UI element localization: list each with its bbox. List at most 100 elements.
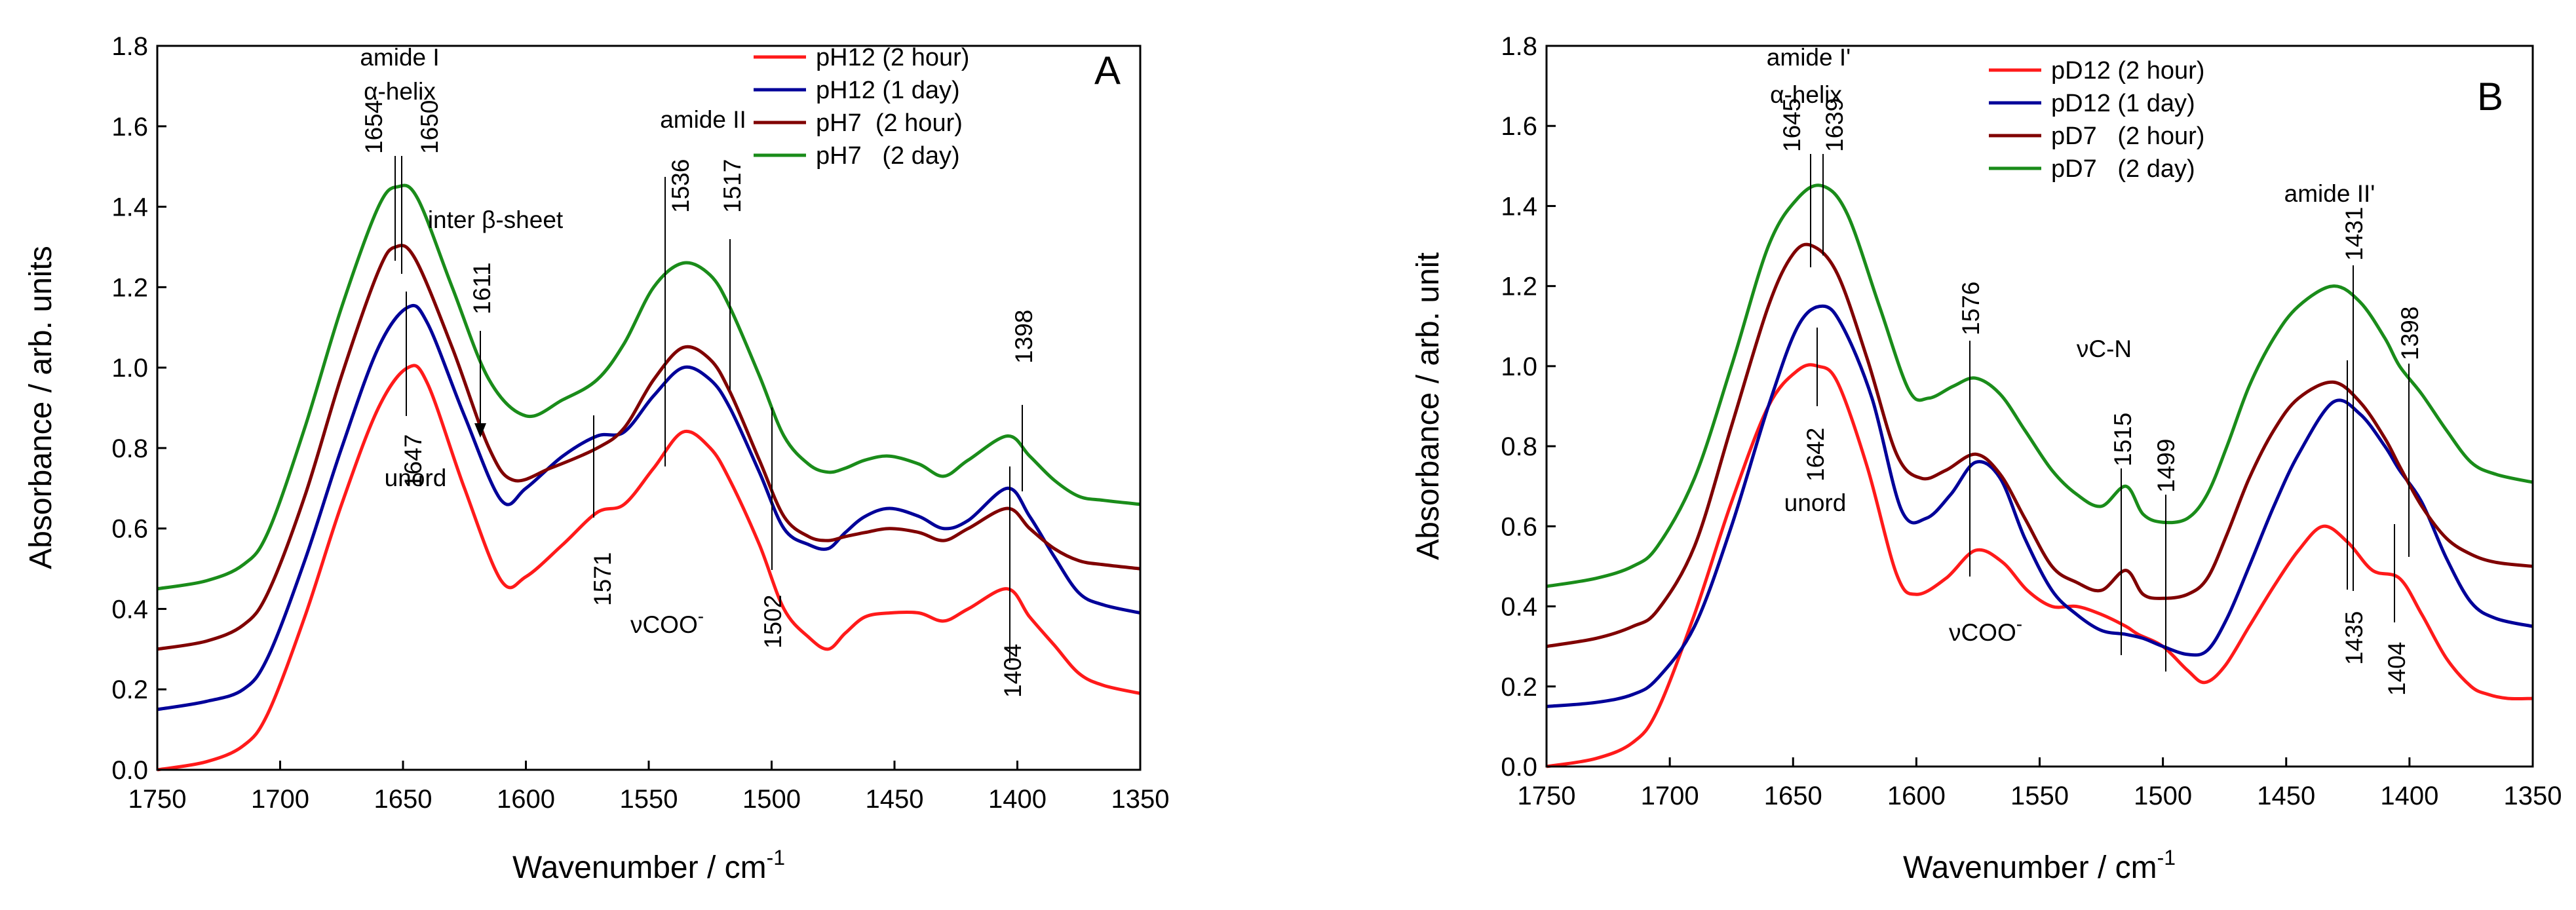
panel-b-x-tick-label: 1550	[2010, 782, 2069, 810]
panel-b-plot-frame	[1545, 45, 2534, 768]
panel-a-y-axis-title: Absorbance / arb. units	[24, 246, 58, 569]
panel-a-vcoo-label: νCOO-	[630, 606, 704, 638]
panel-a-y-tick-label: 0.8	[111, 434, 148, 463]
panel-b-x-tick-label: 1450	[2257, 782, 2315, 810]
panel-b-unord-label: unord	[1784, 489, 1847, 516]
panel-b-legend-label-4: pD7 (2 day)	[2051, 155, 2195, 183]
panel-b-series-line-2	[1546, 304, 2533, 708]
panel-b-legend-label-3: pD7 (2 hour)	[2051, 123, 2204, 150]
panel-b-vcoo-label: νCOO-	[1949, 614, 2022, 646]
panel-b-x-tick-label: 1600	[1887, 782, 1946, 810]
panel-b-x-tick-label: 1350	[2504, 782, 2562, 810]
panel-b-peak-1404: 1404	[2383, 642, 2410, 696]
panel-a-y-tick-label: 0.2	[111, 675, 148, 704]
panel-a-peak-1502: 1502	[759, 595, 786, 649]
panel-b-y-tick-label: 0.2	[1501, 673, 1537, 702]
panel-a-y-tick-label: 0.4	[111, 595, 148, 624]
panel-a-series-line-4	[157, 183, 1141, 591]
panel-a-annotations: amide I α-helix inter β-sheet amide II u…	[360, 44, 1037, 698]
panel-b-amide-i-label: amide I'	[1767, 44, 1851, 71]
panel-a-series-line-3	[157, 244, 1141, 651]
panel-a-y-tick-label: 1.6	[111, 113, 148, 142]
panel-b-y-ticks: 0.0 0.2 0.4 0.6 0.8 1.0 1.2 1.4 1.6 1.8	[1501, 32, 1556, 782]
panel-a-x-tick-label: 1450	[866, 785, 924, 814]
panel-a-plot-frame	[156, 45, 1142, 771]
panel-a-x-ticks: 1750 1700 1650 1600 1550 1500 1450 1400 1350	[128, 761, 1170, 814]
panel-b-series-line-4	[1546, 183, 2533, 588]
panel-b-legend-label-2: pD12 (1 day)	[2051, 90, 2195, 117]
panel-b-x-tick-label: 1400	[2380, 782, 2438, 810]
panel-b-y-tick-label: 0.0	[1501, 753, 1537, 782]
panel-a-series	[157, 183, 1141, 772]
panel-a-peak-1650: 1650	[416, 100, 443, 154]
panel-a-y-tick-label: 1.8	[111, 32, 148, 61]
panel-a-y-ticks: 0.0 0.2 0.4 0.6 0.8 1.0 1.2 1.4 1.6 1.8	[111, 32, 166, 785]
panel-a-x-tick-label: 1600	[497, 785, 555, 814]
panel-a-x-axis-title: Wavenumber / cm-1	[512, 846, 785, 885]
panel-b-x-tick-label: 1750	[1518, 782, 1576, 810]
panel-a-x-tick-label: 1350	[1111, 785, 1170, 814]
panel-b-y-tick-label: 1.6	[1501, 112, 1537, 141]
panel-b-y-tick-label: 0.4	[1501, 593, 1537, 622]
panel-a-alpha-helix-label: α-helix	[364, 78, 436, 105]
panel-a-annotation-lines	[394, 156, 1023, 663]
panel-a-y-tick-label: 0.6	[111, 515, 148, 544]
panel-b-alpha-helix-label: α-helix	[1770, 81, 1842, 108]
panel-a-peak-1611: 1611	[469, 262, 495, 314]
panel-a-x-tick-label: 1750	[128, 785, 187, 814]
panel-a-letter: A	[1094, 48, 1121, 92]
panel-a-arrow-1611	[474, 423, 486, 438]
panel-b-vcn-label: νC-N	[2077, 335, 2132, 362]
panel-b-x-tick-label: 1700	[1641, 782, 1699, 810]
panel-b-amide-ii-label: amide II'	[2284, 180, 2375, 207]
panel-b-annotations: amide I' α-helix amide II' νC-N unord νC…	[1767, 44, 2423, 696]
panel-a-inter-beta-label: inter β-sheet	[428, 206, 564, 233]
panel-b-y-tick-label: 1.2	[1501, 273, 1537, 301]
panel-b-y-tick-label: 0.8	[1501, 432, 1537, 461]
panel-a-x-tick-label: 1500	[742, 785, 801, 814]
panel-a-y-tick-label: 1.2	[111, 273, 148, 302]
panel-a-peak-1404: 1404	[999, 644, 1026, 698]
panel-b-peak-1576: 1576	[1957, 282, 1984, 335]
panel-b-x-axis-title: Wavenumber / cm-1	[1903, 846, 2176, 885]
panel-a-peak-1571: 1571	[589, 552, 616, 606]
panel-b-peak-1515: 1515	[2109, 413, 2136, 466]
panel-a-peak-1647: 1647	[400, 434, 427, 488]
panel-a-legend-label-3: pH7 (2 hour)	[816, 109, 963, 137]
panel-a-legend-label-2: pH12 (1 day)	[816, 77, 960, 104]
panel-a-unord-label: unord	[385, 464, 447, 491]
panel-b-peak-1642: 1642	[1802, 428, 1829, 482]
panel-a-peak-1536: 1536	[667, 159, 694, 213]
panel-a-legend-label-4: pH7 (2 day)	[816, 142, 960, 170]
panel-a-peak-1398: 1398	[1010, 310, 1037, 364]
panel-b-annotation-lines	[1810, 154, 2410, 672]
panel-b-series-line-1	[1546, 363, 2533, 768]
panel-b-letter: B	[2477, 75, 2503, 119]
panel-a-y-tick-label: 0.0	[111, 756, 148, 785]
panel-b-series-line-3	[1546, 242, 2533, 649]
panel-b-x-ticks: 1750 1700 1650 1600 1550 1500 1450 1400 1350	[1518, 757, 2562, 810]
panel-b-y-tick-label: 0.6	[1501, 512, 1537, 541]
panel-a-amide-i-label: amide I	[360, 44, 439, 71]
panel-b-peak-1639: 1639	[1821, 98, 1848, 152]
panel-a-peak-1517: 1517	[719, 159, 746, 213]
panel-b-peak-1499: 1499	[2153, 439, 2180, 493]
panel-b-series	[1546, 183, 2533, 768]
panel-a-amide-ii-label: amide II	[660, 106, 746, 133]
panel-b-y-axis-title: Absorbance / arb. unit	[1411, 252, 1446, 560]
panel-b-y-tick-label: 1.8	[1501, 32, 1537, 61]
panel-a-series-line-1	[157, 364, 1141, 772]
panel-b-y-tick-label: 1.0	[1501, 352, 1537, 381]
panel-b-chart: 1750 1700 1650 1600 1550 1500 1450 1400 1350 0.0…	[1411, 32, 2562, 885]
panel-b-x-tick-label: 1500	[2134, 782, 2192, 810]
panel-a-chart: 1750 1700 1650 1600 1550 1500 1450 1400 1350 0.0…	[24, 32, 1169, 885]
panel-a-series-line-2	[157, 303, 1141, 711]
panel-a-x-tick-label: 1550	[620, 785, 678, 814]
panel-a-y-tick-label: 1.0	[111, 354, 148, 383]
panel-a-y-tick-label: 1.4	[111, 193, 148, 222]
panel-b-peak-1431: 1431	[2341, 207, 2368, 261]
panel-a-x-tick-label: 1650	[374, 785, 433, 814]
panel-b-y-tick-label: 1.4	[1501, 192, 1537, 221]
panel-b-peak-1398: 1398	[2396, 307, 2423, 360]
panel-b-peak-1435: 1435	[2341, 611, 2368, 665]
